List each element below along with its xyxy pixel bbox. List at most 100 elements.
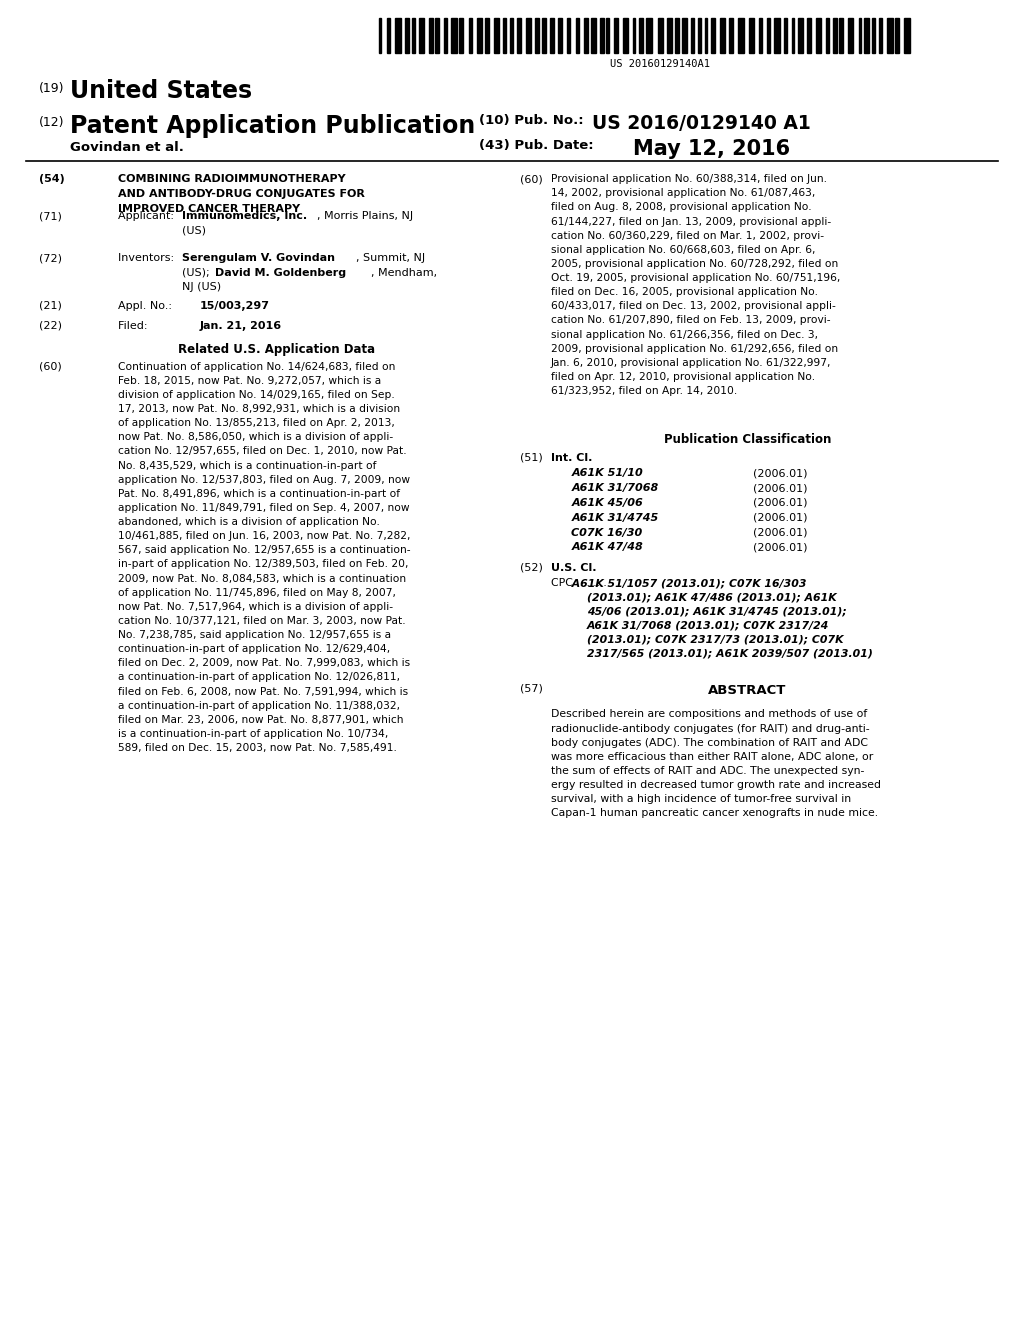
Text: CPC .........: CPC .........	[551, 578, 606, 589]
Text: now Pat. No. 8,586,050, which is a division of appli-: now Pat. No. 8,586,050, which is a divis…	[118, 433, 393, 442]
Text: Patent Application Publication: Patent Application Publication	[70, 114, 475, 137]
Text: Jan. 6, 2010, provisional application No. 61/322,997,: Jan. 6, 2010, provisional application No…	[551, 358, 831, 368]
Text: sional application No. 61/266,356, filed on Dec. 3,: sional application No. 61/266,356, filed…	[551, 330, 818, 339]
Text: (2013.01); A61K 47/486 (2013.01); A61K: (2013.01); A61K 47/486 (2013.01); A61K	[587, 593, 837, 602]
Bar	[691, 18, 694, 53]
Text: body conjugates (ADC). The combination of RAIT and ADC: body conjugates (ADC). The combination o…	[551, 738, 868, 747]
Bar	[749, 18, 754, 53]
Bar	[646, 18, 652, 53]
Text: filed on Feb. 6, 2008, now Pat. No. 7,591,994, which is: filed on Feb. 6, 2008, now Pat. No. 7,59…	[118, 686, 408, 697]
Bar	[469, 18, 472, 53]
Text: United States: United States	[70, 79, 252, 103]
Text: A61K 31/7068: A61K 31/7068	[571, 483, 658, 494]
Text: sional application No. 60/668,603, filed on Apr. 6,: sional application No. 60/668,603, filed…	[551, 244, 815, 255]
Text: Described herein are compositions and methods of use of: Described herein are compositions and me…	[551, 709, 867, 719]
Text: (57): (57)	[520, 684, 543, 694]
Text: , Mendham,: , Mendham,	[371, 268, 437, 277]
Text: A61K 31/4745: A61K 31/4745	[571, 512, 658, 523]
Text: Jan. 21, 2016: Jan. 21, 2016	[200, 321, 282, 331]
Bar	[880, 18, 883, 53]
Text: was more efficacious than either RAIT alone, ADC alone, or: was more efficacious than either RAIT al…	[551, 752, 873, 762]
Bar	[395, 18, 401, 53]
Text: 2009, now Pat. No. 8,084,583, which is a continuation: 2009, now Pat. No. 8,084,583, which is a…	[118, 573, 406, 583]
Text: A61K 31/7068 (2013.01); C07K 2317/24: A61K 31/7068 (2013.01); C07K 2317/24	[587, 620, 829, 631]
Text: 589, filed on Dec. 15, 2003, now Pat. No. 7,585,491.: 589, filed on Dec. 15, 2003, now Pat. No…	[118, 743, 396, 752]
Text: A61K 47/48: A61K 47/48	[571, 543, 643, 553]
Text: (52): (52)	[520, 562, 543, 573]
Bar	[657, 18, 664, 53]
Bar	[792, 18, 795, 53]
Text: No. 8,435,529, which is a continuation-in-part of: No. 8,435,529, which is a continuation-i…	[118, 461, 376, 470]
Text: application No. 12/537,803, filed on Aug. 7, 2009, now: application No. 12/537,803, filed on Aug…	[118, 475, 410, 484]
Text: Publication Classification: Publication Classification	[664, 433, 831, 446]
Text: (2006.01): (2006.01)	[753, 543, 807, 553]
Bar	[379, 18, 382, 53]
Text: cation No. 60/360,229, filed on Mar. 1, 2002, provi-: cation No. 60/360,229, filed on Mar. 1, …	[551, 231, 824, 240]
Bar	[613, 18, 617, 53]
Text: A61K 45/06: A61K 45/06	[571, 498, 643, 508]
Text: (71): (71)	[39, 211, 61, 222]
Bar	[459, 18, 464, 53]
Text: Related U.S. Application Data: Related U.S. Application Data	[178, 343, 375, 356]
Text: (22): (22)	[39, 321, 61, 331]
Text: of application No. 11/745,896, filed on May 8, 2007,: of application No. 11/745,896, filed on …	[118, 587, 395, 598]
Bar	[784, 18, 787, 53]
Text: Govindan et al.: Govindan et al.	[70, 141, 183, 154]
Bar	[584, 18, 588, 53]
Text: Int. Cl.: Int. Cl.	[551, 453, 592, 463]
Text: (US): (US)	[182, 226, 206, 235]
Text: 45/06 (2013.01); A61K 31/4745 (2013.01);: 45/06 (2013.01); A61K 31/4745 (2013.01);	[587, 606, 847, 616]
Bar	[774, 18, 779, 53]
Text: division of application No. 14/029,165, filed on Sep.: division of application No. 14/029,165, …	[118, 389, 394, 400]
Text: (2006.01): (2006.01)	[753, 483, 807, 494]
Text: C07K 16/30: C07K 16/30	[571, 528, 643, 537]
Text: Inventors:: Inventors:	[118, 253, 177, 264]
Bar	[839, 18, 844, 53]
Text: cation No. 61/207,890, filed on Feb. 13, 2009, provi-: cation No. 61/207,890, filed on Feb. 13,…	[551, 315, 830, 326]
Text: (51): (51)	[520, 453, 543, 463]
Bar	[798, 18, 803, 53]
Bar	[759, 18, 762, 53]
Text: (60): (60)	[39, 362, 61, 372]
Text: (2006.01): (2006.01)	[753, 498, 807, 508]
Bar	[566, 18, 570, 53]
Text: No. 7,238,785, said application No. 12/957,655 is a: No. 7,238,785, said application No. 12/9…	[118, 630, 391, 640]
Text: cation No. 12/957,655, filed on Dec. 1, 2010, now Pat.: cation No. 12/957,655, filed on Dec. 1, …	[118, 446, 407, 457]
Text: AND ANTIBODY-DRUG CONJUGATES FOR: AND ANTIBODY-DRUG CONJUGATES FOR	[118, 189, 365, 199]
Text: IMPROVED CANCER THERAPY: IMPROVED CANCER THERAPY	[118, 203, 300, 214]
Bar	[542, 18, 546, 53]
Text: May 12, 2016: May 12, 2016	[633, 139, 790, 158]
Text: (US);: (US);	[182, 268, 213, 277]
Bar	[888, 18, 893, 53]
Text: COMBINING RADIOIMMUNOTHERAPY: COMBINING RADIOIMMUNOTHERAPY	[118, 174, 345, 185]
Bar	[510, 18, 513, 53]
Bar	[494, 18, 499, 53]
Text: US 20160129140A1: US 20160129140A1	[610, 59, 711, 70]
Bar	[575, 18, 579, 53]
Text: (10) Pub. No.:: (10) Pub. No.:	[479, 114, 584, 127]
Text: a continuation-in-part of application No. 11/388,032,: a continuation-in-part of application No…	[118, 701, 399, 710]
Bar	[858, 18, 861, 53]
Text: (19): (19)	[39, 82, 65, 95]
Text: filed on Mar. 23, 2006, now Pat. No. 8,877,901, which: filed on Mar. 23, 2006, now Pat. No. 8,8…	[118, 715, 403, 725]
Text: NJ (US): NJ (US)	[182, 281, 221, 292]
Text: Continuation of application No. 14/624,683, filed on: Continuation of application No. 14/624,6…	[118, 362, 395, 372]
Text: David M. Goldenberg: David M. Goldenberg	[215, 268, 346, 277]
Text: Filed:: Filed:	[118, 321, 182, 331]
Text: 61/323,952, filed on Apr. 14, 2010.: 61/323,952, filed on Apr. 14, 2010.	[551, 385, 737, 396]
Bar	[864, 18, 869, 53]
Text: filed on Dec. 2, 2009, now Pat. No. 7,999,083, which is: filed on Dec. 2, 2009, now Pat. No. 7,99…	[118, 659, 410, 668]
Bar	[451, 18, 457, 53]
Text: Immunomedics, Inc.: Immunomedics, Inc.	[182, 211, 307, 222]
Bar	[503, 18, 506, 53]
Bar	[675, 18, 679, 53]
Bar	[550, 18, 554, 53]
Text: filed on Apr. 12, 2010, provisional application No.: filed on Apr. 12, 2010, provisional appl…	[551, 372, 815, 381]
Bar	[833, 18, 837, 53]
Text: (43) Pub. Date:: (43) Pub. Date:	[479, 139, 594, 152]
Bar	[871, 18, 874, 53]
Bar	[476, 18, 482, 53]
Bar	[807, 18, 811, 53]
Text: (60): (60)	[520, 174, 543, 185]
Bar	[517, 18, 521, 53]
